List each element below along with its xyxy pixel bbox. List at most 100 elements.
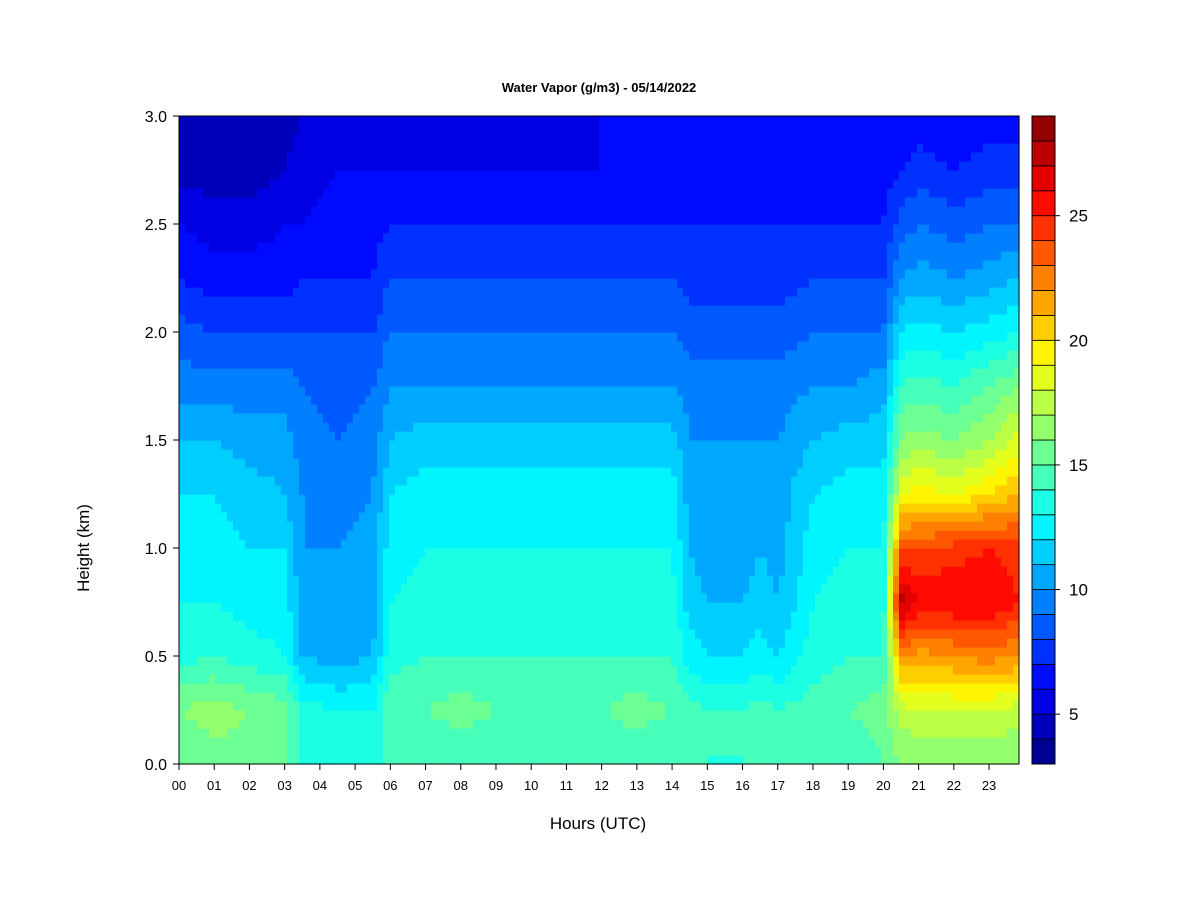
heatmap-cell bbox=[539, 503, 546, 513]
heatmap-cell bbox=[305, 143, 312, 153]
heatmap-cell bbox=[533, 476, 540, 486]
heatmap-cell bbox=[209, 251, 216, 261]
heatmap-cell bbox=[419, 458, 426, 468]
heatmap-cell bbox=[197, 746, 204, 756]
heatmap-cell bbox=[515, 125, 522, 135]
heatmap-cell bbox=[257, 440, 264, 450]
heatmap-cell bbox=[545, 251, 552, 261]
heatmap-cell bbox=[281, 179, 288, 189]
heatmap-cell bbox=[473, 638, 480, 648]
heatmap-cell bbox=[311, 413, 318, 423]
heatmap-cell bbox=[491, 323, 498, 333]
heatmap-cell bbox=[467, 305, 474, 315]
heatmap-cell bbox=[461, 674, 468, 684]
heatmap-cell bbox=[311, 440, 318, 450]
heatmap-cell bbox=[383, 476, 390, 486]
heatmap-cell bbox=[179, 593, 186, 603]
heatmap-cell bbox=[353, 278, 360, 288]
heatmap-cell bbox=[317, 620, 324, 630]
heatmap-cell bbox=[491, 305, 498, 315]
heatmap-cell bbox=[227, 161, 234, 171]
heatmap-cell bbox=[251, 341, 258, 351]
heatmap-cell bbox=[587, 278, 594, 288]
heatmap-cell bbox=[281, 566, 288, 576]
heatmap-cell bbox=[491, 629, 498, 639]
heatmap-cell bbox=[443, 665, 450, 675]
heatmap-cell bbox=[305, 152, 312, 162]
heatmap-cell bbox=[287, 548, 294, 558]
heatmap-cell bbox=[233, 719, 240, 729]
heatmap-cell bbox=[581, 593, 588, 603]
heatmap-cell bbox=[515, 674, 522, 684]
heatmap-cell bbox=[485, 359, 492, 369]
heatmap-cell bbox=[251, 719, 258, 729]
heatmap-cell bbox=[437, 674, 444, 684]
heatmap-cell bbox=[317, 332, 324, 342]
heatmap-cell bbox=[365, 719, 372, 729]
heatmap-cell bbox=[473, 719, 480, 729]
heatmap-cell bbox=[191, 584, 198, 594]
heatmap-cell bbox=[425, 656, 432, 666]
heatmap-cell bbox=[275, 314, 282, 324]
heatmap-cell bbox=[305, 188, 312, 198]
heatmap-cell bbox=[269, 314, 276, 324]
heatmap-cell bbox=[587, 269, 594, 279]
heatmap-cell bbox=[443, 638, 450, 648]
heatmap-cell bbox=[185, 224, 192, 234]
heatmap-cell bbox=[269, 233, 276, 243]
heatmap-cell bbox=[329, 539, 336, 549]
heatmap-cell bbox=[293, 323, 300, 333]
heatmap-cell bbox=[299, 386, 306, 396]
heatmap-cell bbox=[503, 404, 510, 414]
heatmap-cell bbox=[521, 116, 528, 126]
heatmap-cell bbox=[185, 485, 192, 495]
heatmap-cell bbox=[299, 674, 306, 684]
heatmap-cell bbox=[209, 413, 216, 423]
heatmap-cell bbox=[359, 566, 366, 576]
heatmap-cell bbox=[227, 215, 234, 225]
heatmap-cell bbox=[245, 269, 252, 279]
heatmap-cell bbox=[335, 305, 342, 315]
heatmap-cell bbox=[515, 503, 522, 513]
heatmap-cell bbox=[323, 170, 330, 180]
heatmap-cell bbox=[287, 665, 294, 675]
heatmap-cell bbox=[383, 701, 390, 711]
heatmap-cell bbox=[239, 674, 246, 684]
heatmap-cell bbox=[317, 359, 324, 369]
heatmap-cell bbox=[557, 179, 564, 189]
heatmap-cell bbox=[221, 539, 228, 549]
heatmap-cell bbox=[281, 476, 288, 486]
heatmap-cell bbox=[377, 251, 384, 261]
heatmap-cell bbox=[479, 476, 486, 486]
heatmap-cell bbox=[359, 584, 366, 594]
heatmap-cell bbox=[443, 647, 450, 657]
heatmap-cell bbox=[515, 206, 522, 216]
heatmap-cell bbox=[449, 512, 456, 522]
heatmap-cell bbox=[593, 701, 600, 711]
heatmap-cell bbox=[245, 638, 252, 648]
heatmap-cell bbox=[203, 494, 210, 504]
heatmap-cell bbox=[431, 170, 438, 180]
heatmap-cell bbox=[593, 611, 600, 621]
heatmap-cell bbox=[203, 233, 210, 243]
heatmap-cell bbox=[407, 206, 414, 216]
heatmap-cell bbox=[179, 503, 186, 513]
heatmap-cell bbox=[437, 269, 444, 279]
heatmap-cell bbox=[431, 629, 438, 639]
heatmap-cell bbox=[443, 179, 450, 189]
heatmap-cell bbox=[221, 413, 228, 423]
heatmap-cell bbox=[185, 422, 192, 432]
heatmap-cell bbox=[311, 215, 318, 225]
heatmap-cell bbox=[233, 386, 240, 396]
heatmap-cell bbox=[551, 638, 558, 648]
heatmap-cell bbox=[419, 494, 426, 504]
heatmap-cell bbox=[203, 368, 210, 378]
heatmap-cell bbox=[383, 413, 390, 423]
heatmap-cell bbox=[203, 539, 210, 549]
heatmap-cell bbox=[491, 350, 498, 360]
heatmap-cell bbox=[419, 521, 426, 531]
heatmap-cell bbox=[311, 674, 318, 684]
heatmap-cell bbox=[401, 413, 408, 423]
heatmap-cell bbox=[335, 755, 342, 765]
heatmap-cell bbox=[269, 206, 276, 216]
